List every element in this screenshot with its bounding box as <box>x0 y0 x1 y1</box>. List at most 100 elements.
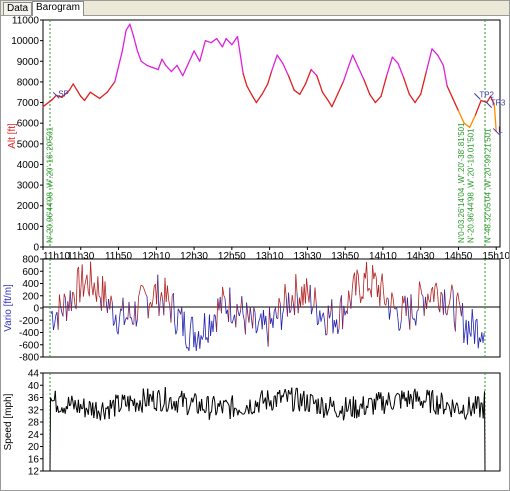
speed-segment <box>445 402 448 410</box>
coordinate-label: N'-20.96'44'98 ,W'.20'-16'.20'501 <box>45 126 54 243</box>
altitude-segment <box>357 66 365 81</box>
speed-segment <box>49 397 51 472</box>
tab-barogram[interactable]: Barogram <box>32 1 84 16</box>
vario-segment <box>317 322 319 326</box>
vario-segment <box>167 285 169 300</box>
vario-segment <box>426 293 429 309</box>
y-tick-label: 24 <box>28 430 40 441</box>
speed-segment <box>272 396 275 409</box>
speed-segment <box>201 398 204 411</box>
speed-segment <box>325 402 328 416</box>
x-tick-label: 11h50 <box>105 251 133 262</box>
altitude-segment <box>348 54 354 67</box>
altitude-segment <box>287 75 295 91</box>
vario-segment <box>471 309 474 325</box>
vario-segment <box>255 330 258 334</box>
speed-segment <box>374 393 377 410</box>
vario-segment <box>145 293 148 297</box>
speed-segment <box>282 392 285 398</box>
altitude-trace <box>42 23 497 133</box>
speed-segment <box>367 398 370 409</box>
speed-segment <box>479 402 482 418</box>
vario-segment <box>366 261 369 292</box>
altitude-segment <box>486 95 492 104</box>
vario-trace <box>50 261 485 351</box>
vario-segment <box>185 341 187 349</box>
y-tick-label: 0 <box>33 243 39 254</box>
vario-segment <box>195 340 198 351</box>
speed-segment <box>393 396 396 406</box>
coordinate-label: N'0-03.26'14'04 ,W'.20'-38'.81'501 <box>457 122 466 243</box>
vario-segment <box>72 291 75 294</box>
altitude-segment <box>210 37 218 44</box>
vario-segment <box>79 287 82 303</box>
y-tick-label: 200 <box>22 291 39 302</box>
speed-segment <box>58 411 61 414</box>
altitude-segment <box>369 93 377 104</box>
x-tick-label: 15h10 <box>482 251 509 262</box>
speed-segment <box>88 400 91 404</box>
speed-segment <box>108 399 111 420</box>
vario-segment <box>93 282 96 293</box>
tab-data[interactable]: Data <box>3 2 33 15</box>
altitude-segment <box>299 83 307 95</box>
speed-segment <box>425 389 428 402</box>
vario-segment <box>168 299 171 307</box>
speed-segment <box>204 411 207 414</box>
speed-segment <box>447 403 450 407</box>
speed-segment <box>102 402 105 413</box>
vario-segment <box>188 329 191 351</box>
vario-segment <box>275 307 277 319</box>
vario-segment <box>192 317 195 348</box>
vario-segment <box>373 272 376 280</box>
vario-segment <box>323 312 325 322</box>
altitude-segment <box>403 77 411 95</box>
altitude-segment <box>187 50 195 64</box>
speed-segment <box>64 406 67 414</box>
vario-segment <box>146 296 149 319</box>
speed-segment <box>433 409 436 412</box>
speed-segment <box>335 412 338 418</box>
vario-segment <box>435 282 438 291</box>
vario-segment <box>297 297 300 314</box>
vario-segment <box>54 315 57 325</box>
speed-segment <box>347 404 350 411</box>
vario-segment <box>398 328 401 331</box>
speed-segment <box>345 397 348 412</box>
speed-segment <box>258 399 261 413</box>
speed-segment <box>259 393 262 400</box>
vario-segment <box>66 301 69 322</box>
vario-segment <box>383 290 385 304</box>
vario-segment <box>324 321 327 336</box>
speed-segment <box>349 398 352 416</box>
vario-segment <box>359 289 361 303</box>
speed-segment <box>129 395 132 401</box>
vario-segment <box>223 295 226 299</box>
vario-segment <box>416 309 419 312</box>
vario-segment <box>423 296 426 316</box>
speed-segment <box>104 407 107 420</box>
speed-segment <box>178 396 181 400</box>
speed-segment <box>346 410 349 413</box>
vario-segment <box>267 307 270 347</box>
waypoint-label: SP <box>58 89 69 98</box>
y-tick-label: 44 <box>28 369 40 380</box>
vario-segment <box>404 295 407 316</box>
y-tick-label: 12 <box>28 467 40 478</box>
vario-segment <box>81 264 84 297</box>
speed-segment <box>253 400 256 414</box>
vario-segment <box>374 272 377 278</box>
vario-segment <box>111 301 114 326</box>
vario-segment <box>385 297 388 306</box>
altitude-segment <box>270 54 278 73</box>
speed-segment <box>468 396 471 410</box>
vario-segment <box>254 312 257 334</box>
vario-segment <box>161 292 163 300</box>
y-tick-label: -400 <box>19 328 39 339</box>
altitude-segment <box>489 95 495 106</box>
vario-segment <box>62 293 65 317</box>
vario-segment <box>138 291 141 297</box>
speed-segment <box>261 390 264 404</box>
speed-segment <box>470 408 473 417</box>
vario-segment <box>389 309 391 320</box>
